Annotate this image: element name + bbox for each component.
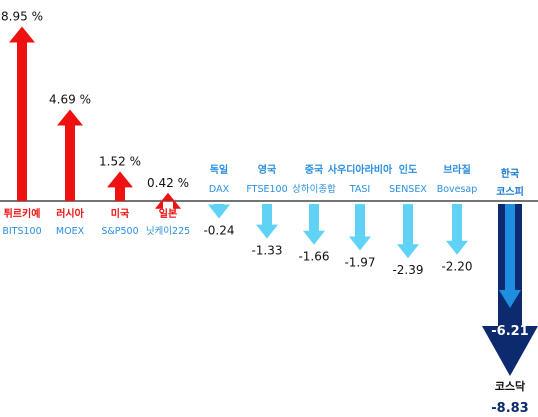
kospi-value-label: -6.21 (491, 324, 528, 339)
bar-item: 4.69 % 러시아 MOEX (49, 93, 91, 237)
index-label: MOEX (56, 226, 85, 237)
bar-item: 영국 FTSE100 -1.33 (246, 163, 287, 258)
down-arrow-bar (446, 204, 468, 255)
index-label: DAX (209, 184, 230, 195)
korea-index-label: 코스피 (496, 185, 524, 198)
kosdaq-value-label: -8.83 (491, 401, 528, 416)
up-arrow-bar (9, 26, 35, 201)
index-label: S&P500 (101, 226, 138, 237)
value-label: -1.33 (251, 244, 282, 258)
country-label: 러시아 (56, 207, 84, 220)
bar-item: 독일 DAX -0.24 (203, 163, 234, 237)
down-arrow-bar (256, 204, 278, 239)
value-label: 4.69 % (49, 93, 91, 107)
bar-item: 8.95 % 튀르키예 BITS100 (1, 9, 43, 237)
value-label: -2.39 (392, 263, 423, 277)
country-label: 일본 (159, 207, 177, 220)
index-label: 닛케이225 (146, 226, 190, 237)
bar-item: 사우디아라비아 TASI -1.97 (328, 163, 393, 269)
value-label: -0.24 (203, 223, 234, 237)
country-label: 독일 (210, 163, 228, 176)
index-label: TASI (349, 184, 370, 195)
up-arrow-bar (155, 192, 181, 209)
up-arrow-bar (57, 109, 83, 201)
down-arrow-bar (349, 204, 371, 251)
value-label: -2.20 (441, 260, 472, 274)
down-arrow-bar (397, 204, 419, 259)
index-label: SENSEX (389, 184, 427, 195)
bars-group: 8.95 % 튀르키예 BITS100 4.69 % 러시아 MOEX 1.52 % 미국 S&… (1, 9, 477, 277)
bar-item: 1.52 % 미국 S&P500 (99, 154, 141, 237)
value-label: 0.42 % (147, 176, 189, 190)
index-label: BITS100 (2, 226, 41, 237)
country-label: 미국 (111, 207, 129, 220)
kosdaq-index-label: 코스닥 (495, 379, 525, 393)
korea-country-label: 한국 (501, 168, 519, 180)
index-label: FTSE100 (246, 184, 287, 195)
down-arrow-bar (208, 204, 230, 219)
country-label: 튀르키예 (4, 207, 41, 220)
country-label: 영국 (258, 163, 276, 176)
up-arrow-bar (107, 171, 133, 201)
value-label: -1.66 (298, 250, 329, 264)
kospi-arrow-bar (499, 204, 521, 308)
country-label: 사우디아라비아 (328, 163, 393, 176)
index-label: 상하이종합 (292, 183, 336, 195)
country-label: 브라질 (443, 163, 471, 176)
down-arrow-bar (303, 204, 325, 245)
country-label: 중국 (305, 164, 323, 176)
index-label: Bovesap (437, 184, 478, 195)
value-label: -1.97 (344, 255, 375, 269)
value-label: 1.52 % (99, 154, 141, 168)
bar-item: 브라질 Bovesap -2.20 (437, 163, 478, 274)
value-label: 8.95 % (1, 9, 43, 23)
bar-item: 인도 SENSEX -2.39 (389, 163, 427, 277)
country-label: 인도 (399, 163, 417, 176)
